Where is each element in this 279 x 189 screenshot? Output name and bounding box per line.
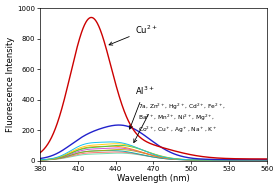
Y-axis label: Fluorescence Intensity: Fluorescence Intensity [6, 37, 15, 132]
Text: Al$^{3+}$: Al$^{3+}$ [129, 85, 154, 129]
X-axis label: Wavelength (nm): Wavelength (nm) [117, 174, 190, 184]
Text: 7a, Zn$^{2+}$, Hg$^{2+}$, Cd$^{2+}$, Fe$^{2+}$,
Ba$^{2+}$, Mn$^{2+}$, Ni$^{2+}$,: 7a, Zn$^{2+}$, Hg$^{2+}$, Cd$^{2+}$, Fe$… [138, 101, 226, 135]
Text: Cu$^{2+}$: Cu$^{2+}$ [109, 24, 157, 45]
